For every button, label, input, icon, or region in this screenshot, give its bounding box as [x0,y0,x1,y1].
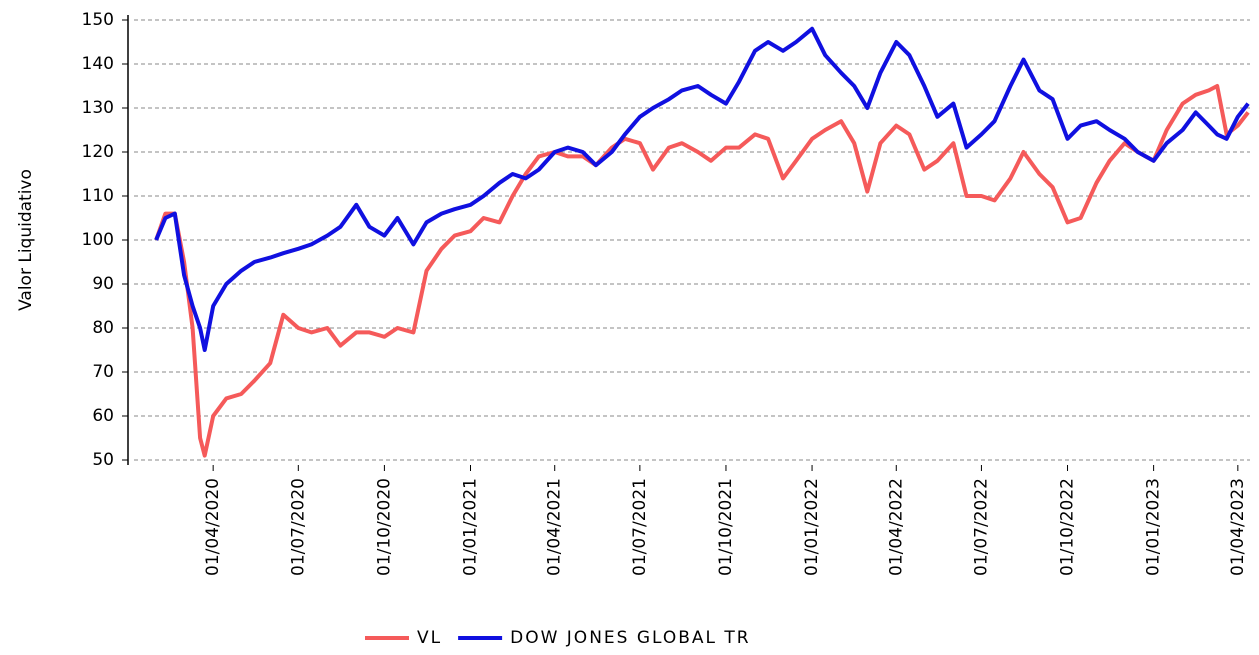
y-tick-label: 60 [92,406,114,426]
y-tick-label: 140 [82,54,114,74]
x-tick-label: 01/10/2021 [716,478,736,576]
x-tick-label: 01/07/2020 [288,478,308,576]
x-tick-label: 01/01/2023 [1144,478,1164,576]
x-tick-label: 01/04/2023 [1228,478,1248,576]
legend-label: VL [417,628,442,648]
y-tick-label: 70 [92,362,114,382]
x-tick-label: 01/10/2022 [1058,478,1078,576]
y-axis-label: Valor Liquidativo [16,169,36,311]
y-tick-label: 130 [82,98,114,118]
x-tick-label: 01/04/2022 [886,478,906,576]
x-tick-label: 01/07/2021 [630,478,650,576]
data-line [154,26,1250,352]
y-tick-label: 100 [82,230,114,250]
x-tick-label: 01/01/2022 [802,478,822,576]
y-tick-label: 50 [92,450,114,470]
data-line [154,84,1250,458]
x-tick-label: 01/07/2022 [971,478,991,576]
y-tick-label: 80 [92,318,114,338]
x-tick-label: 01/01/2021 [460,478,480,576]
legend-label: DOW JONES GLOBAL TR [510,628,751,648]
x-tick-label: 01/04/2020 [203,478,223,576]
y-tick-label: 90 [92,274,114,294]
x-tick-label: 01/04/2021 [545,478,565,576]
y-tick-label: 150 [82,10,114,30]
y-tick-label: 110 [82,186,114,206]
x-tick-label: 01/10/2020 [374,478,394,576]
y-tick-label: 120 [82,142,114,162]
